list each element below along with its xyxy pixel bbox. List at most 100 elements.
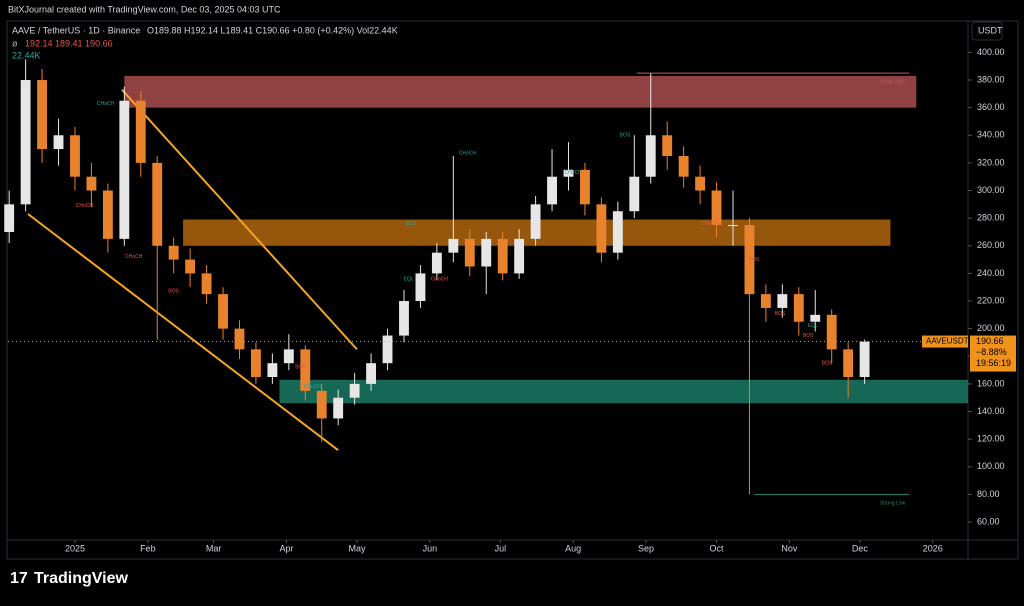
- candle-body: [612, 211, 623, 253]
- x-tick-label: Apr: [279, 543, 293, 553]
- candle-body: [678, 155, 689, 177]
- candle-body: [250, 349, 261, 378]
- level-label: Weak High: [881, 79, 906, 85]
- candle-body: [399, 301, 409, 336]
- candle-body: [695, 176, 706, 191]
- candle-body: [366, 363, 377, 384]
- candle-body: [349, 383, 360, 398]
- x-tick-label: Oct: [710, 543, 725, 553]
- currency[interactable]: USDT: [978, 25, 1003, 35]
- y-tick-label: 340.00: [977, 130, 1005, 140]
- zone: [124, 75, 917, 108]
- indicator: 192.14 189.41 190.66: [25, 38, 113, 48]
- candle-body: [793, 294, 804, 322]
- candle-body: [711, 190, 722, 226]
- price-tag-price: 190.66: [976, 336, 1004, 346]
- candle-body: [843, 349, 854, 378]
- candle-body: [267, 363, 278, 378]
- candle-body: [777, 294, 788, 308]
- price-tag-countdown: 19:56:19: [976, 358, 1011, 368]
- candle-body: [448, 238, 459, 253]
- volume: 22.44K: [12, 50, 41, 60]
- candle-body: [744, 225, 755, 295]
- candle-body: [333, 397, 344, 419]
- candle-body: [530, 204, 541, 239]
- candle-body: [662, 135, 673, 156]
- y-tick-label: 280.00: [977, 213, 1005, 223]
- candle-body: [86, 176, 97, 191]
- annotation: CHoCH: [565, 170, 583, 176]
- y-tick-label: 60.00: [977, 516, 1000, 526]
- y-tick-label: 260.00: [977, 240, 1005, 250]
- candle-body: [283, 349, 294, 364]
- annotation: CHoCH: [125, 254, 143, 260]
- y-tick-label: 400.00: [977, 47, 1005, 57]
- y-tick-label: 360.00: [977, 102, 1005, 112]
- candle-body: [810, 314, 821, 322]
- annotation: EQL: [404, 276, 414, 282]
- candle-body: [826, 314, 837, 350]
- annotation: CHoCH: [459, 151, 477, 157]
- x-tick-label: 2026: [923, 543, 943, 553]
- x-tick-label: Jul: [495, 543, 507, 553]
- annotation: BOS: [295, 365, 306, 371]
- x-tick-label: Dec: [852, 543, 869, 553]
- candle-body: [168, 245, 179, 260]
- candle-body: [70, 135, 80, 177]
- price-tag-symbol: AAVEUSDT: [926, 337, 969, 346]
- candle-body: [481, 238, 492, 267]
- candle-body: [152, 162, 163, 246]
- price-tag-symbol-bg: [922, 335, 968, 348]
- y-tick-label: 220.00: [977, 295, 1005, 305]
- candle-body: [218, 294, 228, 329]
- price-tag-bg: [970, 335, 1016, 372]
- candle-body: [300, 349, 311, 391]
- x-tick-label: Mar: [206, 543, 222, 553]
- candle-body: [497, 238, 508, 274]
- annotation: CHoCH: [76, 203, 94, 209]
- candle-body: [185, 259, 196, 274]
- annotation: BOS: [406, 221, 417, 227]
- y-tick-label: 80.00: [977, 489, 1000, 499]
- candle-body: [102, 190, 113, 239]
- indicator-label: ø: [12, 38, 18, 48]
- y-tick-label: 380.00: [977, 74, 1005, 84]
- candle-body: [596, 204, 607, 253]
- y-tick-label: 300.00: [977, 185, 1005, 195]
- level-label: Strong Low: [880, 501, 906, 507]
- credit: BitXJournal created with TradingView.com…: [8, 4, 281, 14]
- x-tick-label: Feb: [140, 543, 156, 553]
- candle-body: [645, 135, 656, 177]
- price-tag-change: −8.88%: [976, 347, 1007, 357]
- annotation: BOS: [620, 133, 631, 139]
- candle-body: [135, 100, 146, 163]
- zone: [279, 379, 968, 404]
- candle-body: [4, 204, 15, 232]
- candle-body: [431, 252, 442, 274]
- candle-body: [760, 294, 771, 308]
- ohlc: O189.88 H192.14 L189.41 C190.66 +0.80 (+…: [147, 25, 398, 35]
- y-tick-label: 120.00: [977, 434, 1005, 444]
- candle-body: [859, 341, 870, 378]
- annotation: CHoCH: [304, 384, 322, 390]
- y-tick-label: 100.00: [977, 461, 1005, 471]
- candle-body: [20, 80, 31, 205]
- x-tick-label: Nov: [781, 543, 798, 553]
- trendline: [121, 89, 358, 351]
- y-tick-label: 160.00: [977, 378, 1005, 388]
- candle-body: [37, 80, 48, 150]
- x-tick-label: Sep: [638, 543, 654, 553]
- candle-body: [316, 390, 327, 419]
- brand: TradingView: [34, 570, 129, 587]
- candle-body: [382, 335, 393, 364]
- candle-body: [547, 176, 557, 205]
- candle-body: [629, 176, 640, 212]
- currency-button[interactable]: [971, 21, 1003, 41]
- x-tick-label: Jun: [423, 543, 438, 553]
- symbol: AAVE / TetherUS · 1D · Binance: [12, 25, 140, 35]
- brand-logo: 17: [10, 570, 28, 587]
- annotation: BOS: [775, 311, 786, 317]
- x-tick-label: Aug: [565, 543, 581, 553]
